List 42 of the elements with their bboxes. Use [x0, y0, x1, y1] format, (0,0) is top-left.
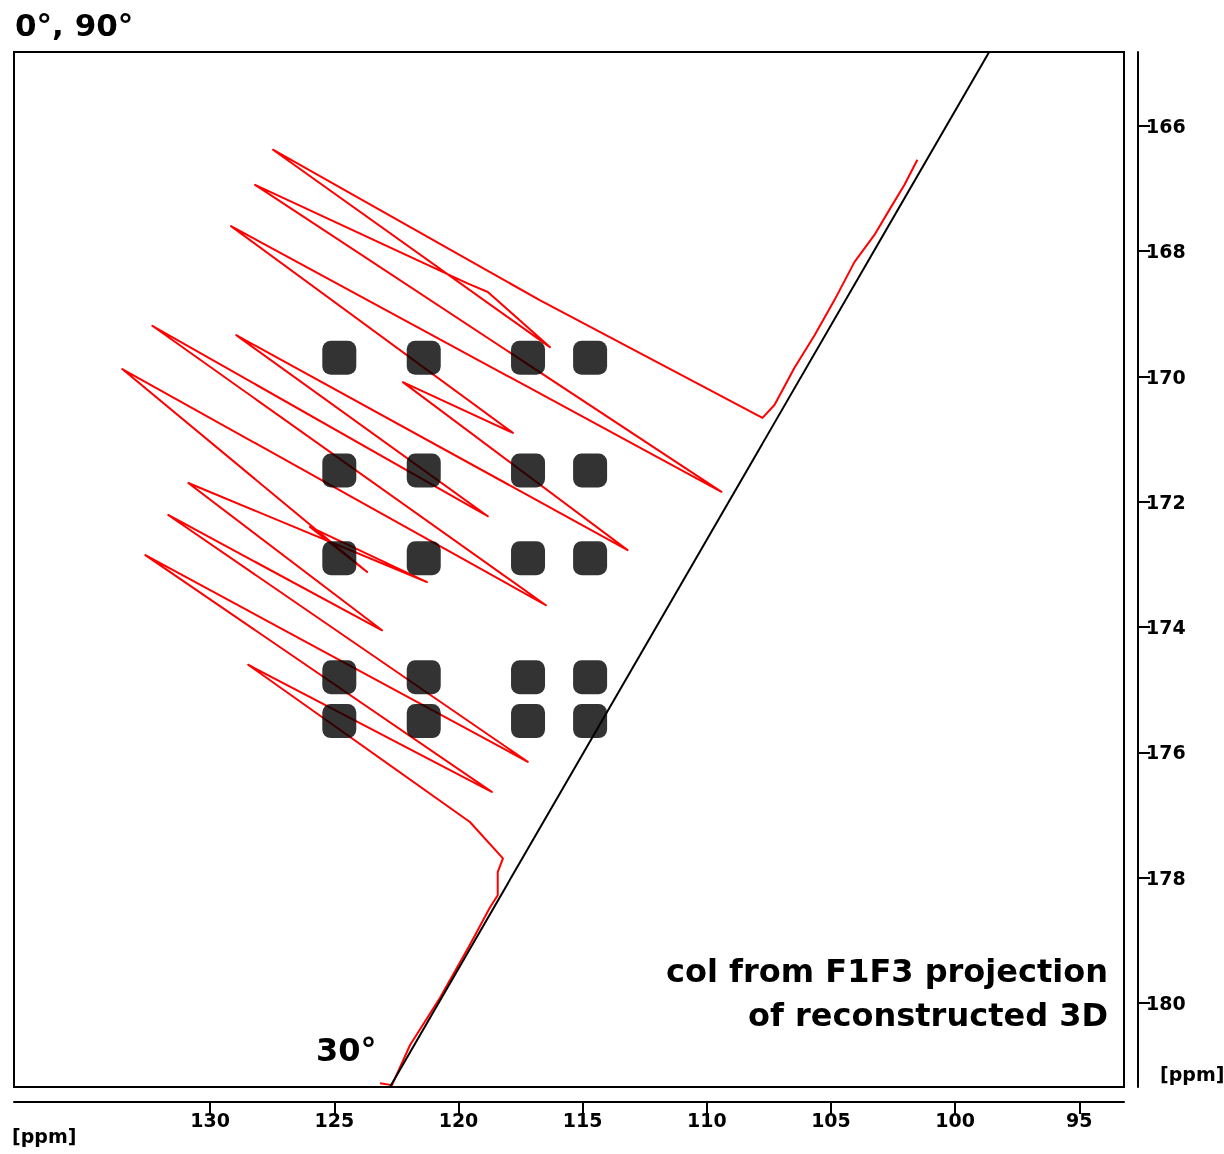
y-tick-label: 178 [1146, 866, 1186, 889]
y-tick-label: 170 [1146, 365, 1186, 388]
x-axis-title: [ppm] [12, 1124, 77, 1147]
point [511, 660, 546, 695]
annotation: of reconstructed 3D [747, 996, 1108, 1034]
point [511, 541, 546, 576]
point [406, 340, 441, 375]
y-tick-label: 174 [1146, 616, 1186, 639]
point [322, 541, 357, 576]
point [322, 704, 357, 739]
point [406, 453, 441, 488]
point [573, 453, 608, 488]
point [322, 340, 357, 375]
y-tick-label: 176 [1146, 741, 1186, 764]
y-tick-label: 172 [1146, 490, 1186, 513]
x-tick-label: 110 [686, 1108, 727, 1131]
point [573, 340, 608, 375]
x-tick-label: 95 [1066, 1108, 1093, 1131]
x-tick-label: 105 [811, 1108, 851, 1131]
chart-title: 0°, 90° [15, 6, 134, 43]
y-tick-label: 180 [1146, 992, 1186, 1015]
x-tick-label: 125 [314, 1108, 355, 1131]
point [511, 340, 546, 375]
point [322, 660, 357, 695]
y-axis-title: [ppm] [1160, 1062, 1224, 1085]
point [573, 541, 608, 576]
point [573, 660, 608, 695]
x-tick-label: 115 [562, 1108, 603, 1131]
point [322, 453, 357, 488]
y-tick-label: 168 [1146, 240, 1186, 263]
x-tick-label: 130 [190, 1108, 231, 1131]
annotation: col from F1F3 projection [666, 952, 1108, 990]
point [511, 453, 546, 488]
x-tick-label: 120 [438, 1108, 479, 1131]
x-tick-label: 100 [935, 1108, 975, 1131]
annotation: 30° [316, 1031, 377, 1069]
point [573, 704, 608, 739]
y-tick-label: 166 [1146, 114, 1186, 137]
point [511, 704, 546, 739]
point [406, 541, 441, 576]
point [406, 660, 441, 695]
point [406, 704, 441, 739]
